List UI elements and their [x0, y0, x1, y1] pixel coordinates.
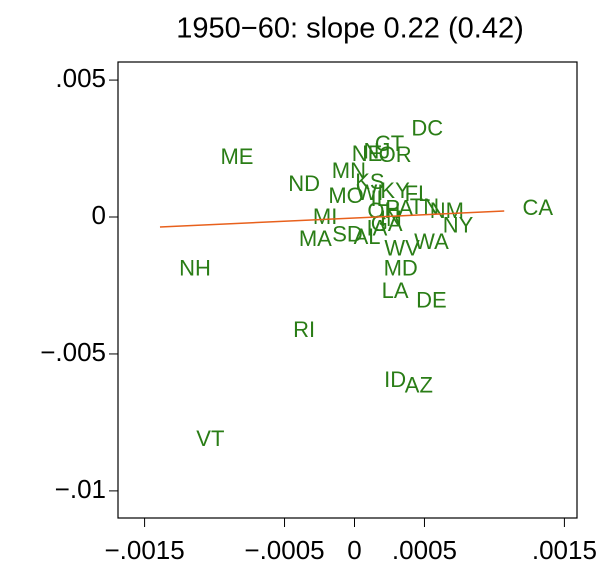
point-label: ME	[220, 144, 253, 169]
plot-frame	[117, 61, 578, 519]
y-tick-label: −.01	[55, 474, 106, 504]
x-tick-label: .0015	[532, 535, 597, 565]
x-tick-label: −.0005	[244, 535, 324, 565]
point-label: DE	[416, 288, 447, 313]
point-label: IA	[366, 216, 387, 241]
point-label: CT	[375, 131, 404, 156]
chart-title: 1950−60: slope 0.22 (0.42)	[176, 13, 523, 45]
point-label: OH	[367, 198, 400, 223]
point-label: RI	[293, 317, 315, 342]
point-label: NJ	[363, 139, 390, 164]
point-label: NM	[430, 198, 464, 223]
point-label: KY	[380, 178, 410, 203]
point-label: LA	[382, 278, 409, 303]
point-label: WV	[384, 236, 420, 261]
point-label: GA	[371, 211, 403, 236]
point-label: KS	[355, 169, 384, 194]
point-label: MI	[313, 204, 337, 229]
point-label: CA	[523, 195, 554, 220]
x-tick-label: 0	[347, 535, 361, 565]
point-label: MO	[328, 183, 363, 208]
y-tick-label: .005	[55, 63, 106, 93]
y-tick-label: 0	[92, 200, 106, 230]
point-label: FL	[405, 181, 431, 206]
point-label: NY	[443, 213, 474, 238]
y-tick-label: −.005	[40, 337, 106, 367]
point-label: WA	[414, 229, 449, 254]
point-label: AL	[354, 224, 381, 249]
point-label: NE	[352, 141, 383, 166]
point-label: NH	[179, 256, 211, 281]
point-label: IL	[371, 186, 389, 211]
point-label: MN	[332, 158, 366, 183]
point-label: MD	[384, 256, 418, 281]
x-tick-label: .0005	[392, 535, 457, 565]
point-label: AZ	[405, 373, 433, 398]
point-label: DC	[411, 116, 443, 141]
point-label: WI	[356, 180, 383, 205]
point-label: SD	[332, 222, 363, 247]
point-label: IN	[380, 206, 402, 231]
point-label: ND	[288, 171, 320, 196]
point-label: VT	[196, 426, 224, 451]
point-label: ID	[384, 367, 406, 392]
point-label: MA	[299, 226, 332, 251]
point-label: OR	[379, 142, 412, 167]
x-tick-label: −.0015	[104, 535, 184, 565]
fit-line	[159, 210, 505, 228]
